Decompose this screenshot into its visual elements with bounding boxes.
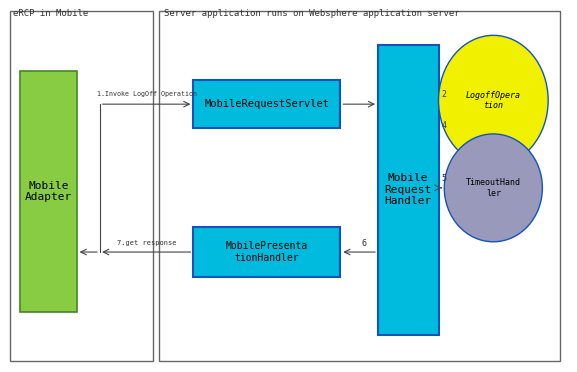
Ellipse shape bbox=[439, 35, 548, 166]
Text: Mobile
Request
Handler: Mobile Request Handler bbox=[385, 173, 432, 206]
Bar bbox=[159, 11, 560, 361]
Text: MobileRequestServlet: MobileRequestServlet bbox=[204, 99, 329, 109]
Text: 7.get response: 7.get response bbox=[117, 240, 177, 247]
Bar bbox=[193, 80, 340, 128]
Text: 6: 6 bbox=[361, 238, 366, 248]
Text: MobilePresenta
tionHandler: MobilePresenta tionHandler bbox=[226, 241, 308, 263]
Bar bbox=[193, 227, 340, 277]
Bar bbox=[378, 45, 439, 335]
Bar bbox=[10, 11, 153, 361]
Text: TimeoutHand
ler: TimeoutHand ler bbox=[466, 178, 521, 198]
Text: Server application runs on Websphere application server: Server application runs on Websphere app… bbox=[164, 9, 460, 18]
Text: 2: 2 bbox=[441, 90, 447, 99]
Bar bbox=[20, 71, 77, 312]
Text: Mobile
Adapter: Mobile Adapter bbox=[25, 181, 72, 202]
Text: 5: 5 bbox=[441, 174, 447, 183]
Text: 1.Invoke LogOff Operation: 1.Invoke LogOff Operation bbox=[96, 92, 197, 97]
Text: eRCP in Mobile: eRCP in Mobile bbox=[13, 9, 88, 18]
Text: 4: 4 bbox=[441, 121, 447, 130]
Ellipse shape bbox=[444, 134, 542, 242]
Text: LogoffOpera
tion: LogoffOpera tion bbox=[466, 91, 521, 110]
